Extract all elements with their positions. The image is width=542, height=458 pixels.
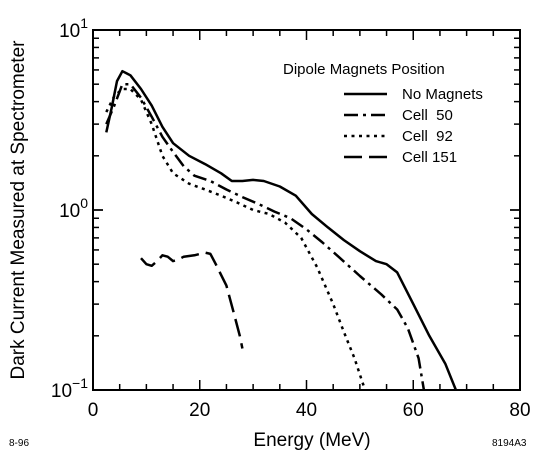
x-tick-label: 0 — [88, 400, 99, 421]
x-axis-title: Energy (MeV) — [253, 430, 370, 451]
x-tick-labels: 0 20 40 60 80 — [88, 400, 531, 421]
legend-title: Dipole Magnets Position — [283, 61, 445, 78]
x-tick-label: 40 — [296, 400, 317, 421]
series-line-4 — [140, 251, 244, 349]
series-line-2 — [105, 82, 426, 391]
plot-border — [92, 29, 521, 391]
y-tick-label: 100 — [59, 195, 88, 222]
legend-entries: No Magnets Cell 50 Cell 92 Cell 151 — [344, 86, 483, 166]
legend-label: No Magnets — [402, 86, 483, 103]
legend-label: Cell 50 — [402, 107, 453, 124]
legend-label: Cell 151 — [402, 149, 457, 166]
x-tick-label: 20 — [189, 400, 210, 421]
x-tick-label: 60 — [403, 400, 424, 421]
y-axis-title: Dark Current Measured at Spectrometer — [8, 40, 29, 380]
figure-id-note: 8194A3 — [492, 438, 527, 449]
x-tick-label: 80 — [509, 400, 530, 421]
y-tick-label: 101 — [59, 15, 88, 42]
y-tick-labels: 101 100 10−1 — [51, 15, 88, 402]
legend-label: Cell 92 — [402, 128, 453, 145]
series-lines — [105, 69, 458, 391]
y-tick-label: 10−1 — [51, 375, 88, 402]
legend: Dipole Magnets Position No Magnets Cell 5… — [283, 61, 483, 166]
series-line-1 — [105, 69, 458, 391]
series-line-3 — [105, 87, 367, 391]
figure-date-note: 8-96 — [9, 438, 29, 449]
axis-ticks — [92, 29, 521, 391]
plot-frame — [92, 29, 521, 391]
